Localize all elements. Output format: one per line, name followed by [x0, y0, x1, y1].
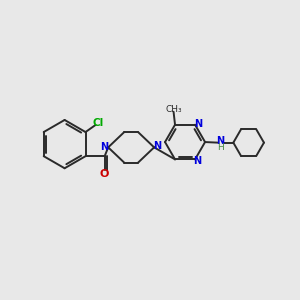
Text: H: H — [217, 143, 224, 152]
Text: N: N — [100, 142, 109, 152]
Text: N: N — [193, 156, 202, 166]
Text: O: O — [100, 169, 109, 179]
Text: N: N — [154, 141, 162, 151]
Text: CH₃: CH₃ — [165, 106, 182, 115]
Text: Cl: Cl — [92, 118, 104, 128]
Text: N: N — [194, 118, 202, 128]
Text: N: N — [216, 136, 224, 146]
